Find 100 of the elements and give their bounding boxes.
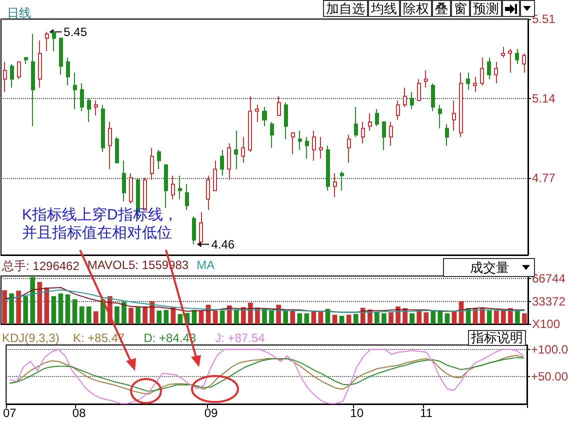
text: 叠 [432, 0, 451, 17]
candlestick [185, 184, 189, 210]
bar [297, 313, 302, 324]
text: 除权 [400, 0, 432, 17]
bar [332, 314, 338, 324]
y-tick-label: 33372 [532, 294, 566, 308]
candlestick [522, 52, 526, 74]
candlestick [129, 172, 133, 204]
bar [234, 310, 239, 324]
legend-title: KDJ(9,3,3) [2, 331, 60, 345]
candlestick [178, 175, 182, 200]
candlestick [515, 48, 519, 65]
y-tick-label: 4.77 [532, 170, 556, 185]
candlestick [270, 121, 274, 148]
bar [220, 310, 225, 324]
annotation: 4.46 [211, 237, 235, 252]
bar [156, 310, 162, 324]
bar [339, 316, 344, 324]
candlestick [487, 57, 491, 80]
candlestick [431, 82, 435, 112]
candlestick [38, 40, 42, 88]
bar [178, 314, 183, 324]
bar [136, 307, 140, 324]
candlestick [66, 57, 70, 86]
bar [2, 290, 7, 324]
bar [500, 310, 506, 324]
candlestick [445, 124, 449, 146]
bar [142, 306, 148, 324]
candlestick [10, 64, 14, 88]
bar [494, 310, 499, 324]
x-tick-label: 07 [2, 406, 17, 420]
candlestick [94, 100, 98, 116]
candlestick [466, 72, 470, 90]
candlestick [262, 106, 267, 127]
candlestick [319, 136, 323, 159]
candlestick [508, 48, 512, 74]
candlestick [108, 121, 112, 170]
candlestick [305, 136, 309, 159]
candlestick [157, 149, 161, 170]
bar [9, 293, 14, 324]
candlestick [101, 104, 105, 153]
candlestick [17, 61, 21, 80]
candlestick [199, 212, 203, 243]
candlestick [354, 106, 358, 138]
candlestick [80, 82, 84, 112]
candlestick [87, 98, 91, 122]
candlestick [417, 78, 421, 102]
candlestick [255, 104, 259, 122]
bar [51, 296, 56, 324]
bar [444, 313, 450, 324]
text: 均线 [368, 0, 400, 17]
candlestick [291, 132, 295, 155]
annotation: 5.45 [64, 24, 88, 39]
bar [16, 290, 21, 324]
candlestick [59, 38, 63, 76]
bar [374, 312, 380, 324]
bar [30, 277, 36, 324]
candlestick [284, 102, 288, 140]
bar [44, 288, 50, 324]
chart-title: 日线 [7, 6, 31, 20]
y-tick-label: X100 [532, 317, 560, 331]
candlestick [410, 91, 414, 110]
candlestick [213, 160, 217, 192]
candlestick [333, 172, 337, 198]
candlestick [234, 130, 238, 170]
bar [522, 313, 527, 324]
candlestick [396, 100, 400, 120]
text: 预测 [470, 0, 502, 17]
bar [304, 313, 310, 324]
annotation: K指标线上穿D指标线，并且指标值在相对低位 [22, 206, 178, 242]
bar [290, 310, 296, 324]
x-tick-label: 10 [350, 406, 364, 420]
bar [79, 306, 84, 324]
candlestick [52, 31, 56, 52]
candlestick [424, 70, 428, 88]
text: 成交量 [470, 258, 509, 276]
x-tick-label: 11 [420, 406, 433, 420]
bar [452, 312, 457, 324]
text: 总手: 1296462 [2, 258, 80, 275]
bar [65, 294, 70, 324]
text: MA [196, 258, 215, 274]
bar [114, 306, 120, 324]
bar [283, 310, 288, 324]
bar [353, 314, 358, 324]
bar [122, 302, 126, 324]
candlestick [31, 34, 35, 127]
y-tick-label: 66744 [532, 272, 566, 286]
bar [318, 312, 324, 324]
bar [170, 307, 176, 324]
candlestick [206, 175, 210, 210]
bar [430, 310, 436, 324]
bar [164, 310, 169, 324]
candlestick [473, 76, 477, 92]
bar [410, 313, 414, 324]
candlestick [3, 61, 7, 92]
bar [23, 296, 28, 324]
y-tick-label: +50.00 [530, 370, 568, 384]
y-tick-label: +100.0 [530, 342, 568, 356]
text: 指标说明 [468, 330, 526, 346]
x-tick-label: 09 [204, 406, 218, 420]
